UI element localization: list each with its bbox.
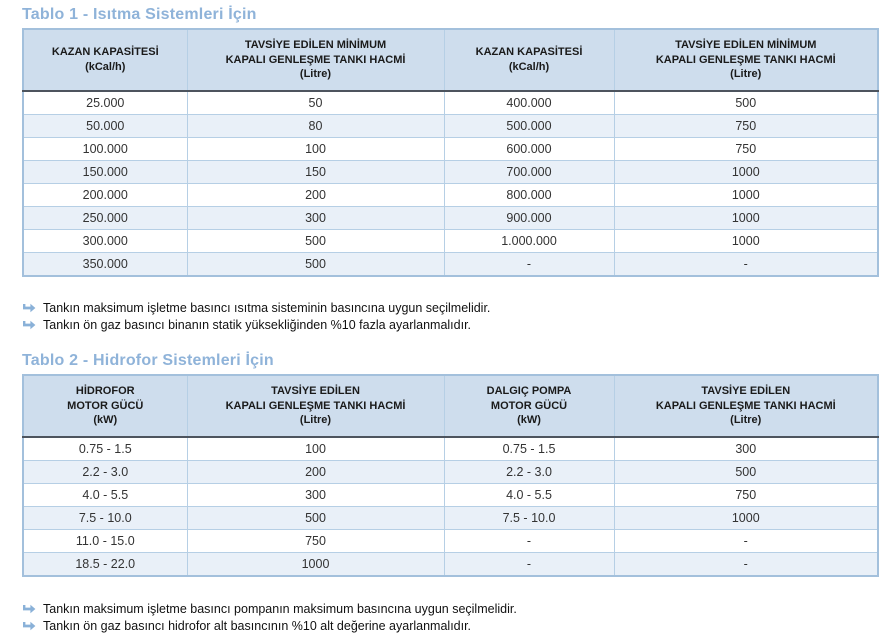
table-cell: 300 bbox=[186, 483, 445, 507]
table-cell: - bbox=[613, 552, 879, 577]
table-cell: - bbox=[443, 529, 615, 553]
table-cell: 4.0 - 5.5 bbox=[22, 483, 188, 507]
table-cell: 2.2 - 3.0 bbox=[443, 460, 615, 484]
column-header: TAVSİYE EDİLEN MİNİMUM KAPALI GENLEŞME T… bbox=[613, 28, 879, 92]
table-cell: 500 bbox=[613, 460, 879, 484]
arrow-bullet-icon bbox=[22, 320, 36, 330]
note-item: Tankın ön gaz basıncı hidrofor alt basın… bbox=[22, 618, 877, 634]
table-cell: 1000 bbox=[613, 183, 879, 207]
arrow-bullet-icon bbox=[22, 604, 36, 614]
table-cell: 250.000 bbox=[22, 206, 188, 230]
table-cell: 300 bbox=[186, 206, 445, 230]
table-row: 150.000 150 700.000 1000 bbox=[22, 160, 879, 184]
table-cell: 200.000 bbox=[22, 183, 188, 207]
header-row: HİDROFOR MOTOR GÜCÜ (kW) TAVSİYE EDİLEN K… bbox=[22, 374, 879, 438]
table-row: 4.0 - 5.5 300 4.0 - 5.5 750 bbox=[22, 483, 879, 507]
table1-title: Tablo 1 - Isıtma Sistemleri İçin bbox=[22, 6, 257, 23]
note-text: Tankın maksimum işletme basıncı pompanın… bbox=[43, 602, 517, 616]
table-cell: 300.000 bbox=[22, 229, 188, 253]
table-cell: 500 bbox=[186, 252, 445, 277]
table-cell: - bbox=[443, 252, 615, 277]
table-cell: 200 bbox=[186, 460, 445, 484]
table-cell: 750 bbox=[186, 529, 445, 553]
table-cell: 200 bbox=[186, 183, 445, 207]
table-cell: 100 bbox=[186, 137, 445, 161]
table-row: 50.000 80 500.000 750 bbox=[22, 114, 879, 138]
column-header: HİDROFOR MOTOR GÜCÜ (kW) bbox=[22, 374, 188, 438]
table-cell: 1000 bbox=[613, 506, 879, 530]
table-cell: 4.0 - 5.5 bbox=[443, 483, 615, 507]
table-cell: 1000 bbox=[186, 552, 445, 577]
note-text: Tankın ön gaz basıncı binanın statik yük… bbox=[43, 318, 472, 332]
table-cell: 7.5 - 10.0 bbox=[443, 506, 615, 530]
table-row: 18.5 - 22.0 1000- - bbox=[22, 552, 879, 577]
table-cell: 1000 bbox=[613, 160, 879, 184]
table-row: 350.000 500- - bbox=[22, 252, 879, 277]
column-header: KAZAN KAPASİTESİ (kCal/h) bbox=[443, 28, 615, 92]
table-cell: 750 bbox=[613, 483, 879, 507]
column-header: DALGIÇ POMPA MOTOR GÜCÜ (kW) bbox=[443, 374, 615, 438]
note-text: Tankın ön gaz basıncı hidrofor alt basın… bbox=[43, 619, 472, 633]
table2-booster-systems: HİDROFOR MOTOR GÜCÜ (kW) TAVSİYE EDİLEN K… bbox=[22, 374, 879, 577]
table-row: 11.0 - 15.0 750- - bbox=[22, 529, 879, 553]
table1-notes: Tankın maksimum işletme basıncı ısıtma s… bbox=[22, 300, 877, 333]
table2-notes: Tankın maksimum işletme basıncı pompanın… bbox=[22, 601, 877, 634]
note-text: Tankın maksimum işletme basıncı ısıtma s… bbox=[43, 301, 491, 315]
table-cell: 600.000 bbox=[443, 137, 615, 161]
table-row: 2.2 - 3.0 200 2.2 - 3.0 500 bbox=[22, 460, 879, 484]
table-cell: 900.000 bbox=[443, 206, 615, 230]
column-header: TAVSİYE EDİLEN MİNİMUM KAPALI GENLEŞME T… bbox=[186, 28, 445, 92]
table-cell: 100 bbox=[186, 436, 445, 461]
table-cell: 18.5 - 22.0 bbox=[22, 552, 188, 577]
table-cell: 1000 bbox=[613, 206, 879, 230]
table-row: 250.000 300 900.000 1000 bbox=[22, 206, 879, 230]
note-item: Tankın ön gaz basıncı binanın statik yük… bbox=[22, 317, 877, 333]
note-item: Tankın maksimum işletme basıncı ısıtma s… bbox=[22, 300, 877, 316]
table-row: 7.5 - 10.0 500 7.5 - 10.0 1000 bbox=[22, 506, 879, 530]
table-cell: 150.000 bbox=[22, 160, 188, 184]
table-cell: 50.000 bbox=[22, 114, 188, 138]
column-header: TAVSİYE EDİLEN KAPALI GENLEŞME TANKI HAC… bbox=[613, 374, 879, 438]
table-cell: 350.000 bbox=[22, 252, 188, 277]
header-row: KAZAN KAPASİTESİ (kCal/h) TAVSİYE EDİLEN … bbox=[22, 28, 879, 92]
table-cell: - bbox=[613, 252, 879, 277]
table-row: 300.000 500 1.000.000 1000 bbox=[22, 229, 879, 253]
column-header: TAVSİYE EDİLEN KAPALI GENLEŞME TANKI HAC… bbox=[186, 374, 445, 438]
arrow-bullet-icon bbox=[22, 621, 36, 631]
table-cell: 500 bbox=[186, 506, 445, 530]
table-cell: 0.75 - 1.5 bbox=[22, 436, 188, 461]
table-cell: 750 bbox=[613, 137, 879, 161]
arrow-bullet-icon bbox=[22, 303, 36, 313]
table-cell: 300 bbox=[613, 436, 879, 461]
table-cell: 750 bbox=[613, 114, 879, 138]
table-cell: 500.000 bbox=[443, 114, 615, 138]
table-cell: 80 bbox=[186, 114, 445, 138]
table-cell: 800.000 bbox=[443, 183, 615, 207]
table-cell: 100.000 bbox=[22, 137, 188, 161]
table-row: 0.75 - 1.5 100 0.75 - 1.5 300 bbox=[22, 436, 879, 461]
table-cell: 700.000 bbox=[443, 160, 615, 184]
table-cell: 11.0 - 15.0 bbox=[22, 529, 188, 553]
table-cell: - bbox=[443, 552, 615, 577]
table-cell: 500 bbox=[186, 229, 445, 253]
table-cell: - bbox=[613, 529, 879, 553]
table-cell: 400.000 bbox=[443, 90, 615, 115]
table-row: 25.000 50 400.000 500 bbox=[22, 90, 879, 115]
table-cell: 1000 bbox=[613, 229, 879, 253]
table-cell: 2.2 - 3.0 bbox=[22, 460, 188, 484]
table1-heating-systems: KAZAN KAPASİTESİ (kCal/h) TAVSİYE EDİLEN … bbox=[22, 28, 879, 277]
table-cell: 500 bbox=[613, 90, 879, 115]
table-cell: 0.75 - 1.5 bbox=[443, 436, 615, 461]
table-cell: 25.000 bbox=[22, 90, 188, 115]
table-cell: 50 bbox=[186, 90, 445, 115]
table-cell: 7.5 - 10.0 bbox=[22, 506, 188, 530]
table-row: 100.000 100 600.000 750 bbox=[22, 137, 879, 161]
note-item: Tankın maksimum işletme basıncı pompanın… bbox=[22, 601, 877, 617]
column-header: KAZAN KAPASİTESİ (kCal/h) bbox=[22, 28, 188, 92]
table-row: 200.000 200 800.000 1000 bbox=[22, 183, 879, 207]
table-cell: 150 bbox=[186, 160, 445, 184]
table2-title: Tablo 2 - Hidrofor Sistemleri İçin bbox=[22, 352, 274, 369]
table-cell: 1.000.000 bbox=[443, 229, 615, 253]
